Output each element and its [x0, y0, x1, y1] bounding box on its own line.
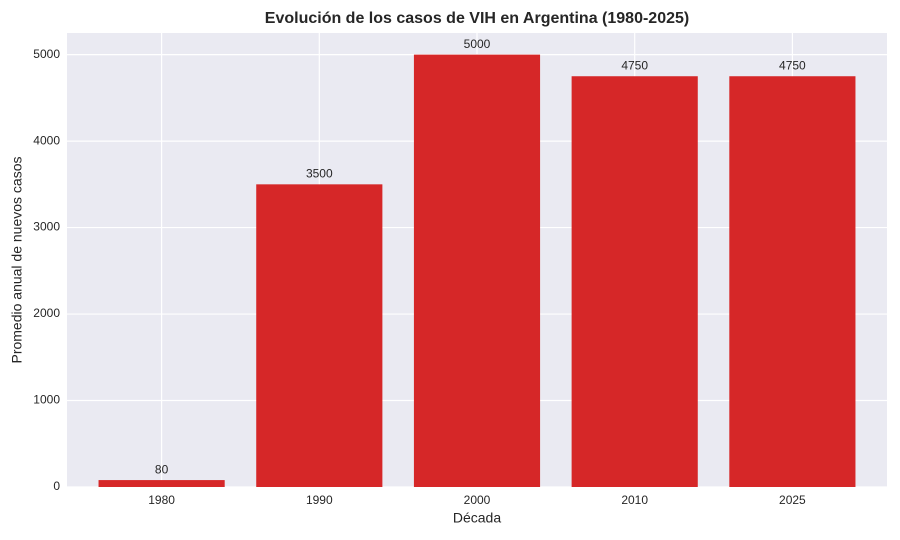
x-tick-label: 1990: [306, 493, 333, 507]
y-tick-label: 1000: [33, 393, 60, 407]
data-label: 4750: [779, 58, 806, 72]
bar: [729, 76, 856, 487]
data-label: 4750: [621, 58, 648, 72]
y-tick-label: 4000: [33, 133, 60, 147]
y-tick-label: 2000: [33, 306, 60, 320]
data-label: 3500: [306, 167, 333, 181]
bar: [571, 76, 698, 487]
data-label: 80: [155, 462, 169, 476]
x-tick-label: 2025: [779, 493, 806, 507]
y-tick-label: 0: [53, 479, 60, 493]
chart-title: Evolución de los casos de VIH en Argenti…: [265, 10, 689, 27]
x-tick-label: 1980: [148, 493, 175, 507]
bar: [98, 480, 225, 487]
y-tick-label: 5000: [33, 47, 60, 61]
data-label: 5000: [464, 37, 491, 51]
x-tick-label: 2010: [621, 493, 648, 507]
y-axis-label: Promedio anual de nuevos casos: [9, 156, 25, 363]
y-tick-label: 3000: [33, 220, 60, 234]
bar: [413, 54, 541, 487]
x-axis-label: Década: [453, 510, 501, 526]
bar: [256, 184, 383, 488]
x-tick-label: 2000: [464, 493, 491, 507]
